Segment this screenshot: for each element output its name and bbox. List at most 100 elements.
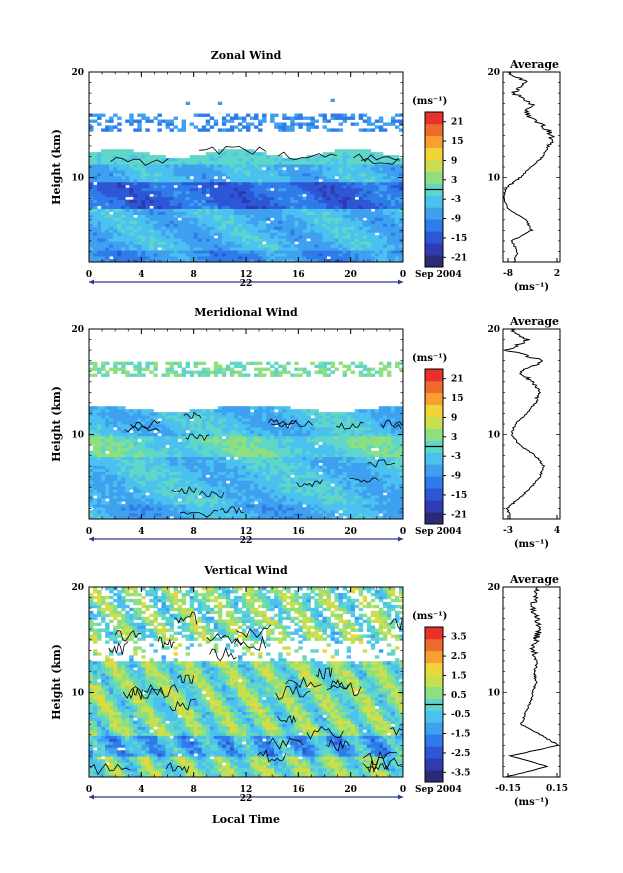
colorbar-tick-label: 9: [451, 156, 457, 166]
heatmap-cell: [153, 161, 158, 165]
heatmap-cell: [386, 501, 392, 505]
heatmap-cell: [326, 241, 331, 245]
heatmap-cell: [93, 456, 98, 461]
heatmap-cell: [318, 513, 323, 517]
heatmap-cell: [157, 238, 162, 242]
heatmap-cell: [366, 504, 372, 508]
heatmap-cell: [386, 486, 392, 490]
heatmap-cell: [342, 193, 348, 198]
heatmap-cell: [398, 226, 404, 230]
heatmap-cell: [382, 205, 388, 209]
heatmap-cell: [246, 247, 251, 251]
heatmap-cell: [93, 244, 98, 248]
heatmap-cell: [350, 501, 356, 505]
heatmap-cell: [137, 459, 142, 463]
heatmap-cell: [133, 471, 138, 475]
heatmap-cell: [185, 474, 191, 478]
heatmap-cell: [386, 175, 392, 180]
heatmap-cell: [217, 480, 223, 484]
heatmap-cell: [113, 220, 118, 224]
heatmap-cell: [378, 501, 384, 505]
heatmap-cell: [398, 498, 404, 502]
heatmap-cell: [366, 486, 372, 490]
heatmap-cell: [117, 507, 122, 511]
heatmap-cell: [241, 193, 247, 198]
heatmap-cell: [294, 208, 299, 212]
heatmap-cell: [145, 199, 150, 204]
heatmap-cell: [209, 199, 215, 204]
heatmap-cell: [342, 202, 348, 206]
heatmap-cell: [330, 226, 335, 230]
heatmap-cell: [394, 510, 400, 514]
heatmap-cell: [354, 480, 360, 484]
heatmap-cell: [121, 208, 126, 212]
heatmap-cell: [246, 128, 251, 132]
heatmap-cell: [346, 161, 352, 165]
heatmap-cell: [378, 193, 384, 198]
heatmap-cell: [93, 516, 98, 520]
heatmap-cell: [225, 244, 231, 248]
heatmap-cell: [225, 211, 231, 215]
heatmap-cell: [149, 247, 154, 251]
heatmap-cell: [334, 495, 339, 499]
heatmap-cell: [390, 253, 396, 257]
heatmap-cell: [326, 223, 331, 227]
heatmap-cell: [346, 116, 352, 120]
heatmap-cell: [229, 492, 235, 496]
heatmap-cell: [266, 459, 271, 463]
heatmap-cell: [185, 510, 191, 514]
heatmap-cell: [237, 155, 243, 159]
heatmap-cell: [250, 456, 255, 461]
heatmap-cell: [266, 259, 271, 263]
heatmap-cell: [197, 247, 203, 251]
heatmap-cell: [326, 152, 331, 156]
heatmap-cell: [109, 184, 114, 189]
heatmap-cell: [93, 196, 98, 201]
heatmap-cell: [153, 205, 158, 209]
heatmap-cell: [310, 247, 315, 251]
heatmap-cell: [274, 169, 279, 174]
heatmap-cell: [145, 196, 150, 201]
heatmap-cell: [137, 259, 142, 263]
heatmap-cell: [342, 119, 348, 123]
heatmap-cell: [105, 462, 110, 466]
heatmap-cell: [326, 187, 331, 192]
heatmap-cell: [294, 259, 299, 263]
heatmap-cell: [169, 474, 174, 478]
heatmap-cell: [209, 259, 215, 263]
heatmap-cell: [250, 259, 255, 263]
heatmap-cell: [306, 471, 311, 475]
heatmap-cell: [181, 250, 187, 254]
heatmap-cell: [141, 459, 146, 463]
heatmap-cell: [338, 196, 344, 201]
heatmap-cell: [201, 172, 207, 177]
heatmap-cell: [318, 486, 323, 490]
heatmap-cell: [89, 504, 94, 508]
heatmap-cell: [209, 116, 215, 120]
heatmap-cell: [290, 172, 295, 177]
heatmap-cell: [290, 181, 295, 186]
heatmap-cell: [310, 184, 315, 189]
heatmap-cell: [318, 196, 323, 201]
heatmap-cell: [338, 184, 344, 189]
heatmap-cell: [366, 119, 372, 123]
heatmap-cell: [370, 483, 376, 487]
heatmap-cell: [101, 471, 106, 475]
heatmap-cell: [129, 259, 134, 263]
heatmap-cell: [149, 253, 154, 257]
heatmap-cell: [137, 474, 142, 478]
heatmap-cell: [169, 459, 174, 463]
heatmap-cell: [157, 217, 162, 221]
heatmap-cell: [306, 232, 311, 236]
heatmap-cell: [165, 184, 170, 189]
heatmap-cell: [181, 489, 187, 493]
heatmap-cell: [201, 507, 207, 511]
heatmap-cell: [330, 193, 335, 198]
heatmap-cell: [241, 501, 247, 505]
heatmap-cell: [113, 492, 118, 496]
heatmap-cell: [338, 477, 344, 481]
heatmap-cell: [294, 184, 299, 189]
heatmap-cell: [105, 510, 110, 514]
heatmap-cell: [370, 465, 376, 469]
